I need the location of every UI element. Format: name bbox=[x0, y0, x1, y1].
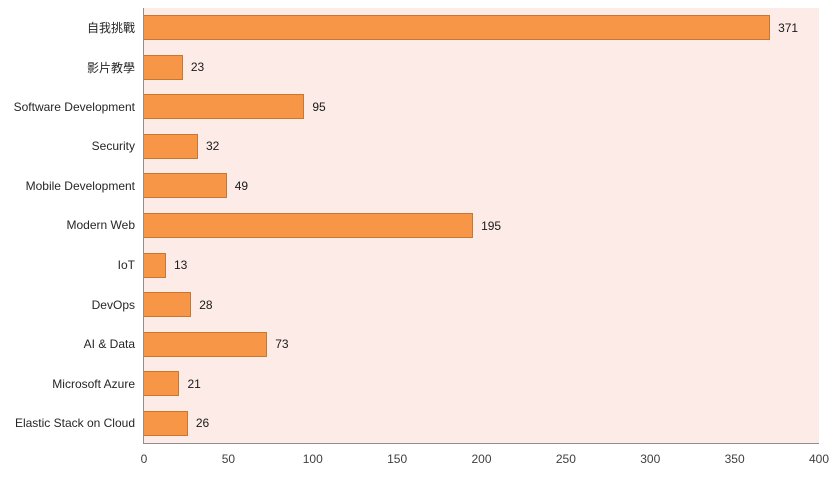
bar-value-label-7: 28 bbox=[199, 297, 213, 312]
x-tick-label-8: 400 bbox=[808, 452, 830, 466]
category-label-1: 影片教學 bbox=[86, 60, 135, 75]
bar-7 bbox=[144, 292, 192, 318]
x-tick-label-1: 50 bbox=[221, 452, 236, 466]
bar-0 bbox=[144, 15, 771, 41]
category-label-10: Elastic Stack on Cloud bbox=[14, 416, 135, 431]
category-label-8: AI & Data bbox=[83, 337, 135, 352]
category-label-6: IoT bbox=[117, 258, 135, 273]
bar-value-label-6: 13 bbox=[173, 258, 188, 273]
bar-6 bbox=[144, 252, 166, 278]
x-tick-label-5: 250 bbox=[555, 452, 576, 466]
category-label-2: Software Development bbox=[13, 99, 135, 114]
bar-value-label-8: 73 bbox=[275, 337, 289, 352]
bar-value-label-10: 26 bbox=[195, 416, 210, 431]
bar-10 bbox=[144, 410, 188, 436]
category-label-9: Microsoft Azure bbox=[52, 376, 135, 391]
bar-value-label-9: 21 bbox=[187, 376, 201, 391]
category-label-5: Modern Web bbox=[66, 218, 135, 233]
bar-value-label-5: 195 bbox=[481, 218, 502, 233]
category-label-4: Mobile Development bbox=[25, 178, 135, 193]
bar-value-label-1: 23 bbox=[190, 60, 205, 75]
x-tick-label-6: 300 bbox=[640, 452, 661, 466]
bar-4 bbox=[144, 173, 227, 199]
x-tick-label-3: 150 bbox=[387, 452, 408, 466]
category-label-7: DevOps bbox=[91, 297, 135, 312]
category-label-0: 自我挑戰 bbox=[86, 21, 135, 36]
bar-value-label-2: 95 bbox=[312, 99, 326, 114]
x-tick-label-7: 350 bbox=[724, 452, 745, 466]
bar-5 bbox=[144, 213, 474, 238]
bar-8 bbox=[144, 331, 268, 357]
bar-3 bbox=[144, 133, 198, 159]
bar-value-label-3: 32 bbox=[206, 139, 220, 154]
x-tick-label-2: 100 bbox=[302, 452, 323, 466]
bar-1 bbox=[144, 54, 183, 80]
bar-9 bbox=[144, 371, 180, 397]
bar-2 bbox=[144, 94, 305, 120]
bar-value-label-0: 371 bbox=[778, 20, 799, 35]
plot-area: 371 23 95 32 49 195 13 28 73 21 26 bbox=[143, 8, 819, 444]
x-tick-label-4: 200 bbox=[471, 452, 492, 466]
bar-value-label-4: 49 bbox=[234, 178, 249, 193]
category-label-3: Security bbox=[91, 139, 135, 154]
x-tick-label-0: 0 bbox=[140, 452, 148, 466]
